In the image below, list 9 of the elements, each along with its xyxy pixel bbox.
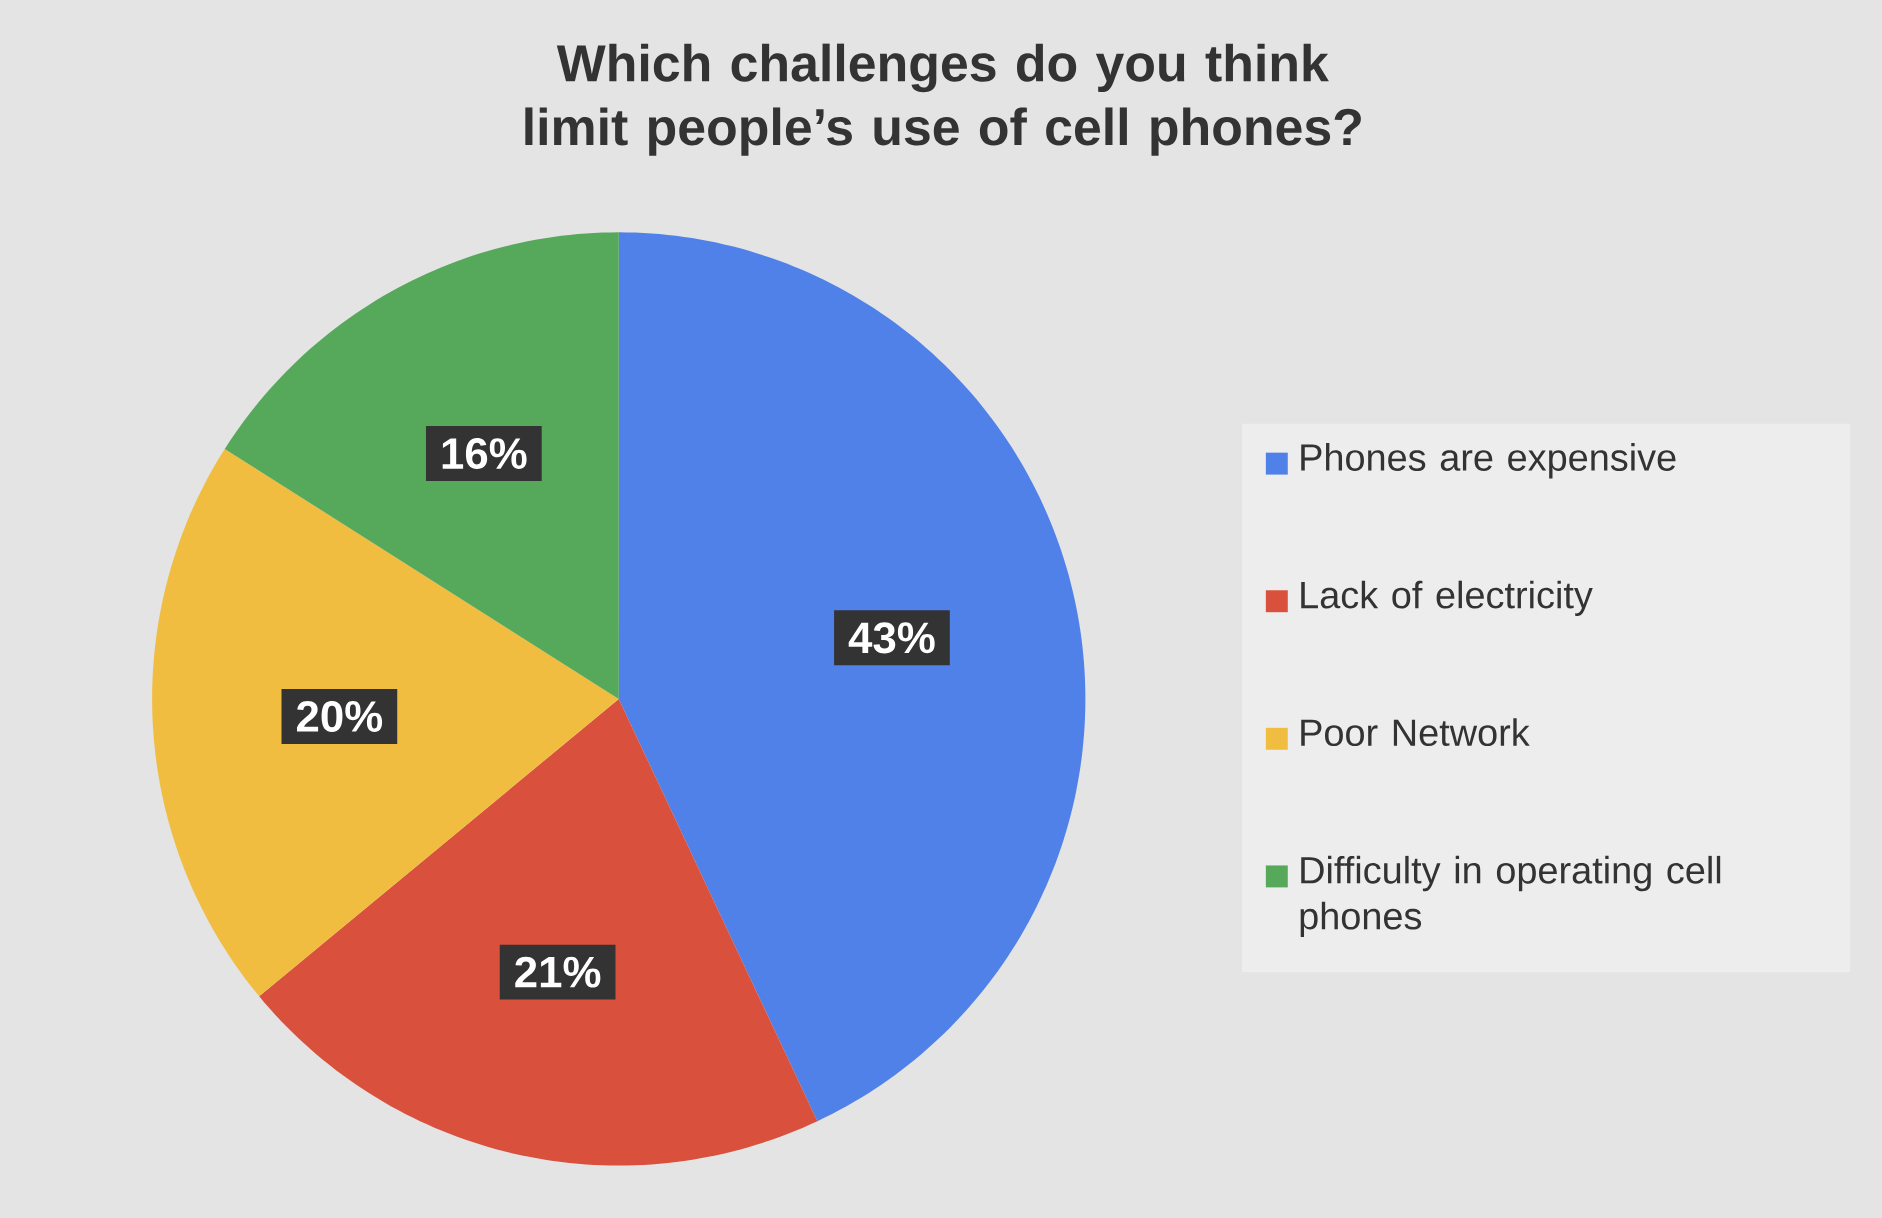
data-label: 20% — [296, 700, 383, 732]
chart-title: Which challenges do you think limit people’s use of cell phones? — [525, 43, 1361, 156]
legend-label: Phones are expensive — [1301, 442, 1676, 479]
legend-label: Lack of electricity — [1301, 580, 1593, 616]
legend-label: Difficulty in operating cell phones — [1300, 855, 1721, 937]
data-label: 43% — [848, 622, 935, 654]
legend-label: Poor Network — [1301, 718, 1530, 746]
data-label: 21% — [515, 956, 601, 988]
data-label: 16% — [442, 437, 527, 469]
